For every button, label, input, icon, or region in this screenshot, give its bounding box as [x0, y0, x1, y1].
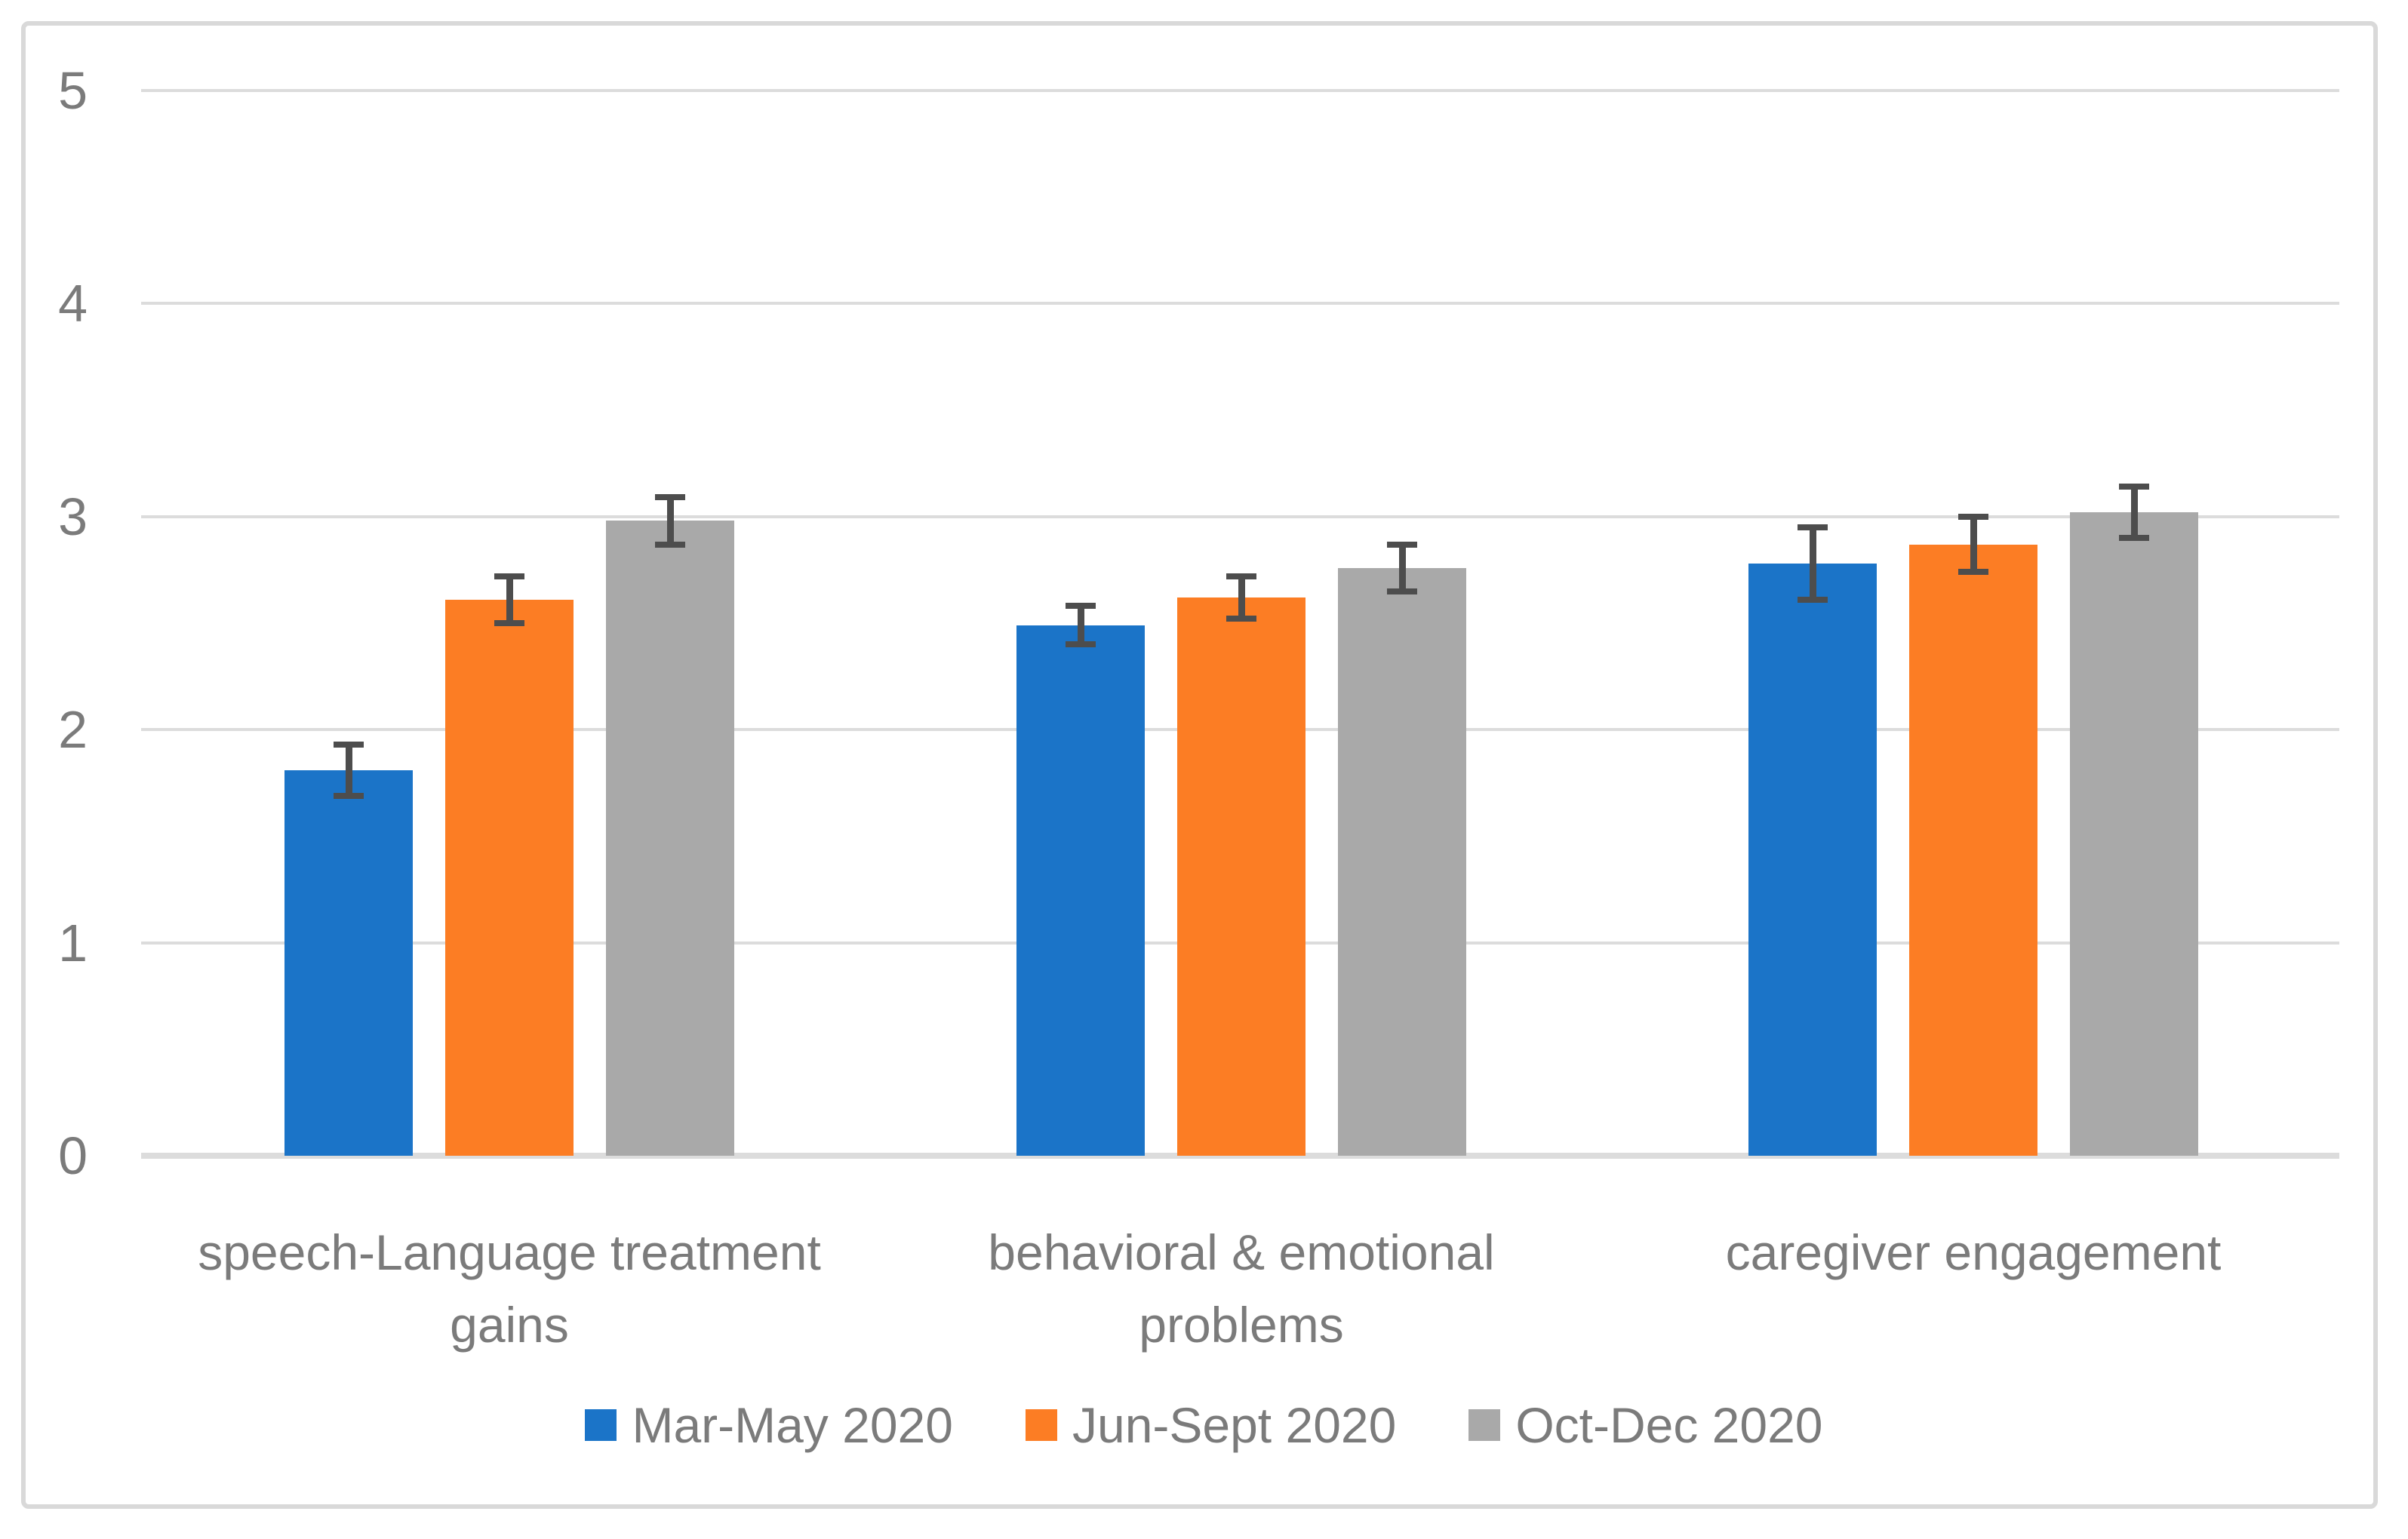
error-bar-stem: [1970, 516, 1977, 573]
error-bar-cap-bottom: [1226, 616, 1256, 622]
error-bar-cap-bottom: [1958, 569, 1988, 576]
category-label-line: caregiver engagement: [1725, 1224, 2222, 1280]
legend: Mar-May 2020 Jun-Sept 2020 Oct-Dec 2020: [0, 1393, 2408, 1458]
category-label-line: behavioral & emotional: [988, 1224, 1495, 1280]
error-bar-cap-top: [494, 573, 524, 579]
error-bar-stem: [1077, 606, 1084, 645]
error-bar-cap-top: [1066, 603, 1096, 610]
error-bar-cap-bottom: [2119, 535, 2149, 542]
error-bar-cap-top: [1226, 573, 1256, 579]
gridline: [141, 89, 2339, 92]
bar: [2070, 512, 2198, 1156]
bar: [606, 521, 734, 1156]
category-label: behavioral & emotional problems: [875, 1216, 1607, 1361]
error-bar-stem: [1809, 527, 1816, 600]
error-bar-cap-top: [1958, 513, 1988, 520]
error-bar-cap-bottom: [1798, 596, 1828, 603]
error-bar-cap-bottom: [334, 792, 364, 799]
error-bar-cap-bottom: [1066, 641, 1096, 648]
legend-label: Oct-Dec 2020: [1515, 1397, 1823, 1453]
bar: [1909, 544, 2037, 1156]
category-label: caregiver engagement: [1607, 1216, 2339, 1289]
error-bar-stem: [345, 744, 352, 796]
legend-label: Jun-Sept 2020: [1072, 1397, 1397, 1453]
legend-swatch: [1468, 1409, 1501, 1441]
category-label-line: gains: [450, 1297, 569, 1353]
error-bar-stem: [1238, 576, 1245, 619]
error-bar-stem: [666, 497, 674, 545]
error-bar-cap-bottom: [494, 620, 524, 626]
y-axis-tick-label: 2: [58, 700, 88, 760]
error-bar-cap-bottom: [1387, 588, 1417, 594]
category-label-line: speech-Language treatment: [198, 1224, 821, 1280]
error-bar-cap-bottom: [655, 541, 685, 548]
legend-swatch: [1025, 1409, 1057, 1441]
x-axis-line: [141, 1153, 2339, 1159]
error-bar-cap-top: [1798, 524, 1828, 530]
y-axis-tick-label: 0: [58, 1126, 88, 1185]
bar: [1177, 597, 1305, 1156]
bar: [1338, 567, 1466, 1156]
y-axis-tick-label: 5: [58, 61, 88, 120]
error-bar-cap-top: [334, 741, 364, 748]
y-axis-tick-label: 4: [58, 274, 88, 333]
legend-item: Jun-Sept 2020: [1025, 1393, 1397, 1458]
legend-swatch: [585, 1409, 617, 1441]
bar: [1748, 563, 1877, 1156]
y-axis-tick-label: 3: [58, 487, 88, 546]
legend-item: Mar-May 2020: [585, 1393, 953, 1458]
category-label: speech-Language treatment gains: [143, 1216, 875, 1361]
error-bar-cap-top: [655, 494, 685, 501]
legend-item: Oct-Dec 2020: [1468, 1393, 1823, 1458]
error-bar-cap-top: [1387, 541, 1417, 548]
bar: [445, 599, 574, 1156]
error-bar-stem: [1398, 544, 1406, 591]
error-bar-stem: [506, 576, 513, 623]
legend-label: Mar-May 2020: [632, 1397, 953, 1453]
gridline: [141, 515, 2339, 518]
bar: [284, 770, 413, 1156]
gridline: [141, 302, 2339, 306]
category-label-line: problems: [1139, 1297, 1344, 1353]
error-bar-cap-top: [2119, 484, 2149, 490]
error-bar-stem: [2130, 487, 2138, 539]
bar: [1016, 625, 1145, 1156]
y-axis-tick-label: 1: [58, 913, 88, 972]
